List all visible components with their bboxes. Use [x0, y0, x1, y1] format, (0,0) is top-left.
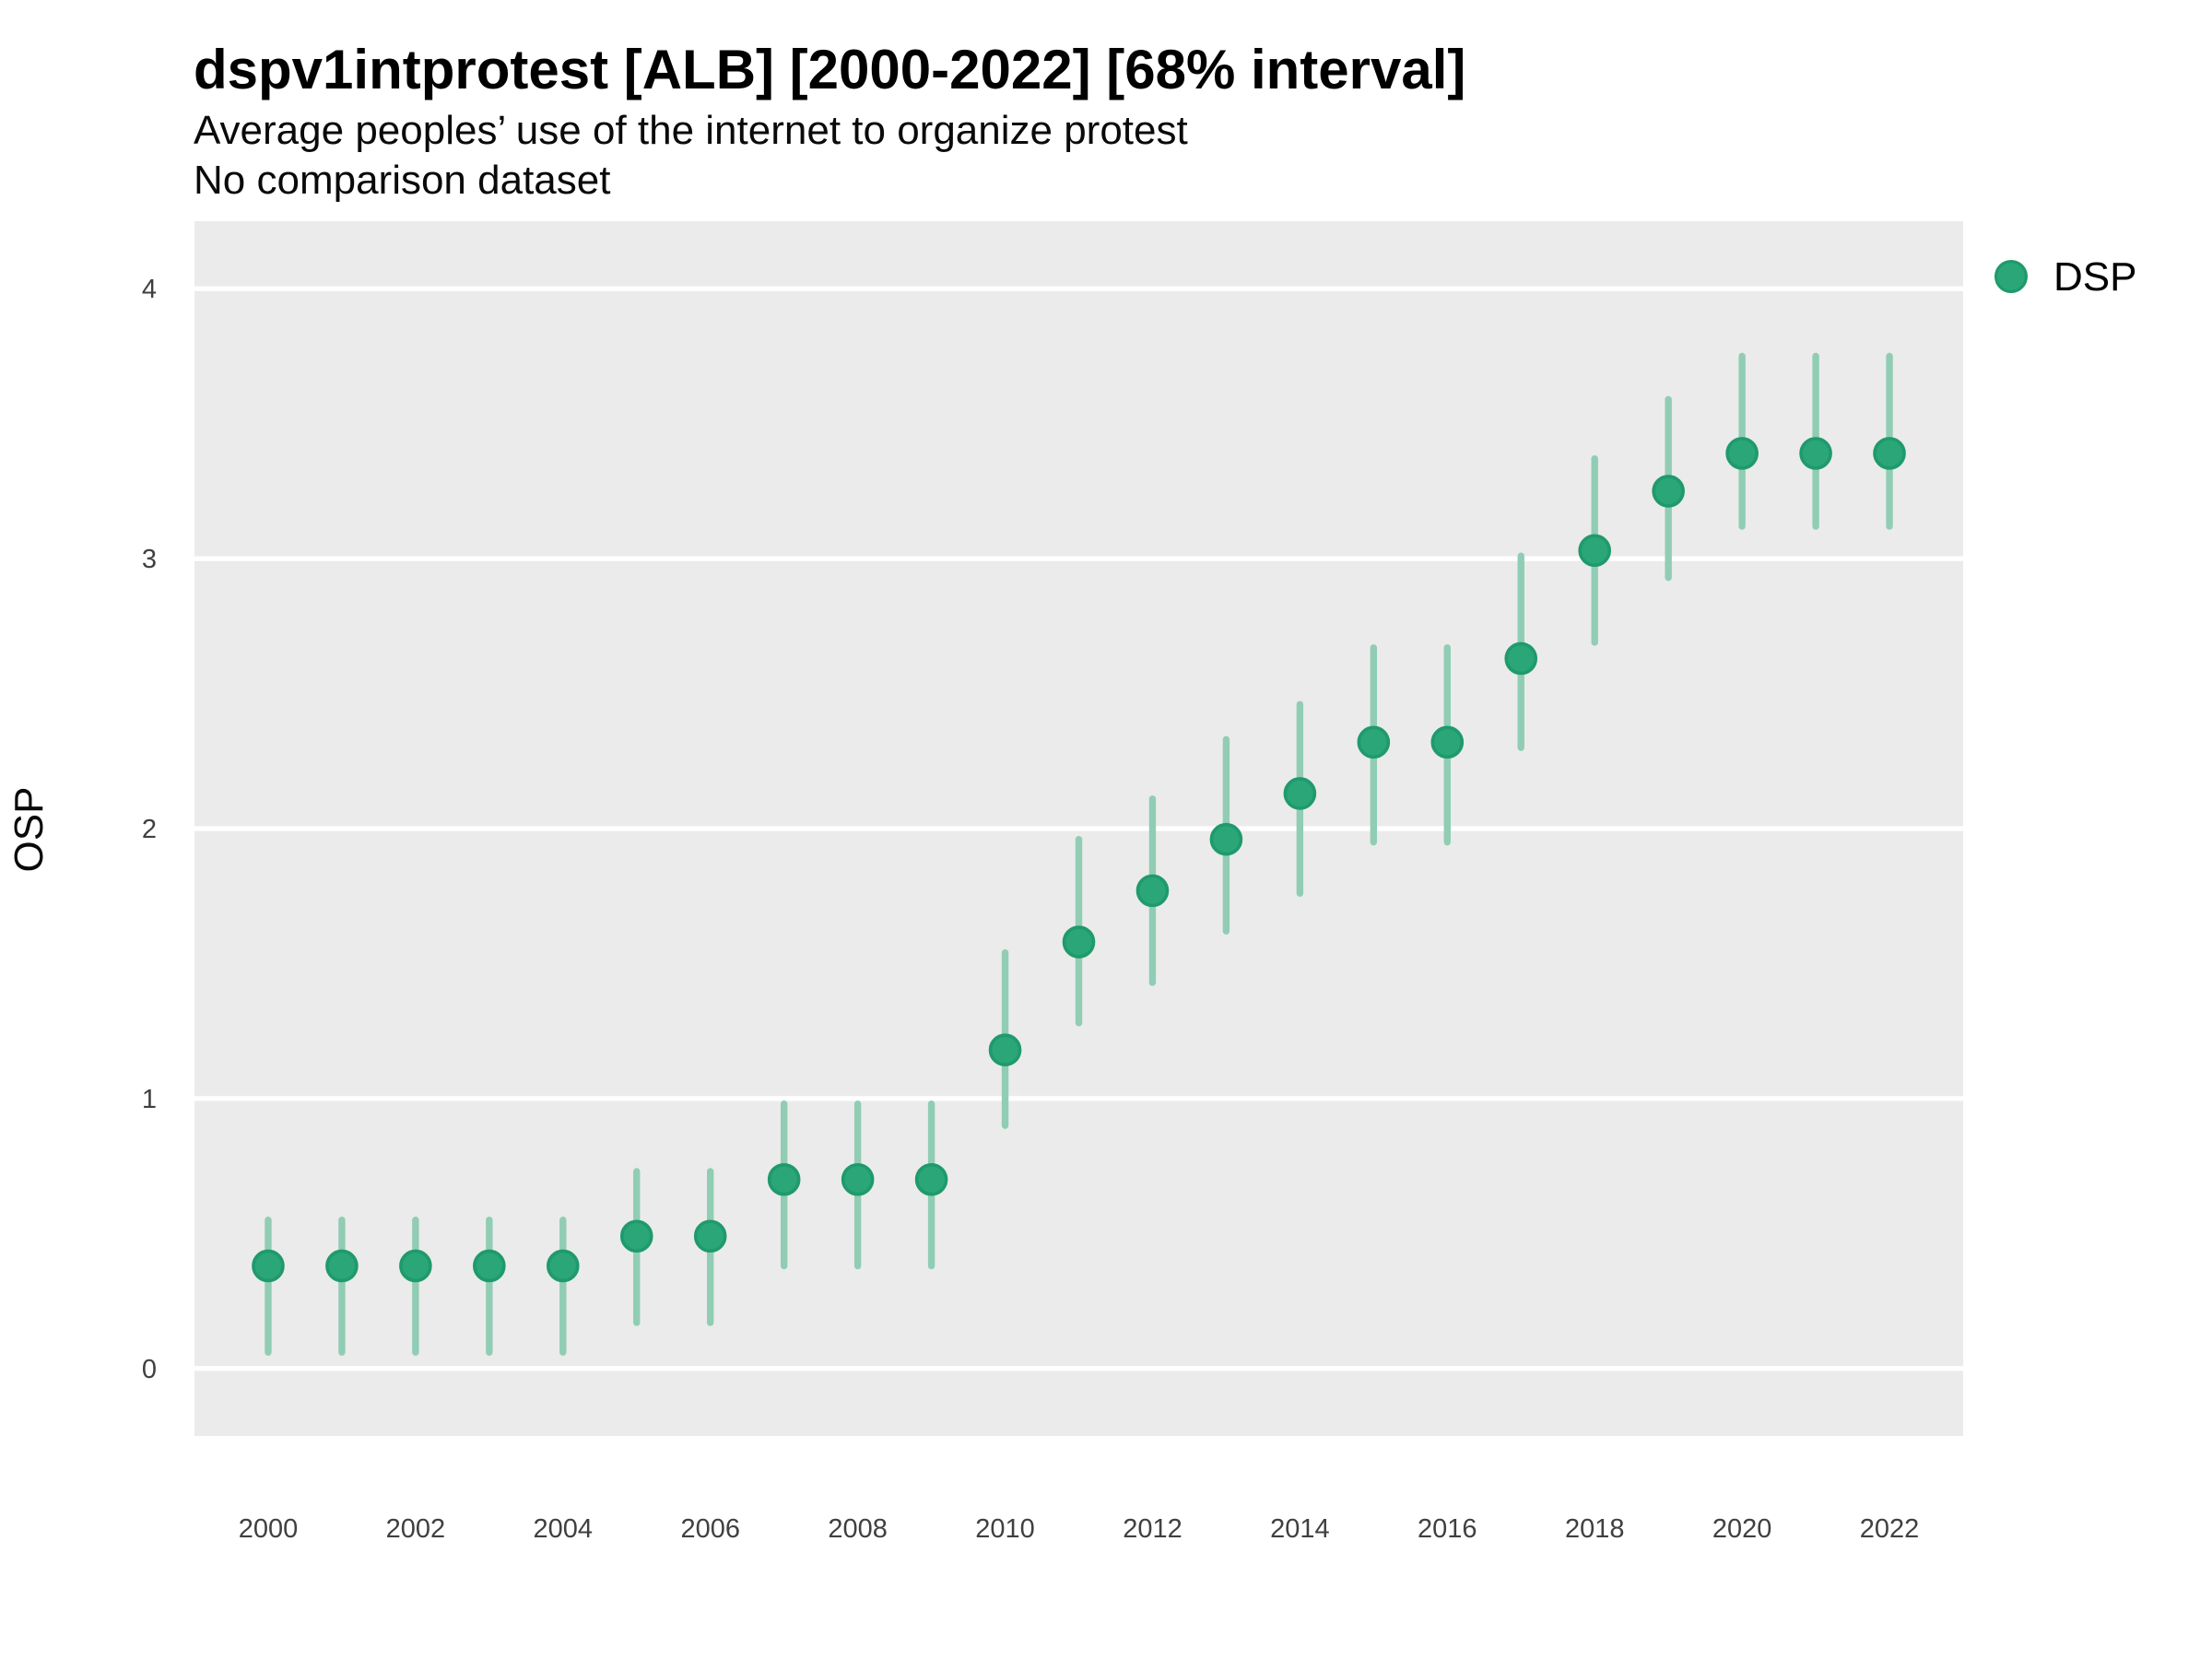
legend: DSP — [1994, 254, 2136, 300]
data-point-2004 — [546, 1249, 580, 1283]
x-tick-label-2004: 2004 — [534, 1514, 594, 1544]
data-point-2018 — [1578, 534, 1612, 568]
data-series — [252, 352, 1906, 1356]
data-point-2016 — [1430, 725, 1465, 759]
chart-title: dspv1intprotest [ALB] [2000-2022] [68% i… — [194, 39, 1465, 100]
data-point-2014 — [1283, 777, 1317, 810]
data-point-2002 — [399, 1249, 432, 1283]
x-tick-label-2012: 2012 — [1123, 1514, 1182, 1544]
x-tick-label-2002: 2002 — [386, 1514, 446, 1544]
chart-subtitle: Average peoples’ use of the internet to … — [194, 108, 1188, 153]
y-axis-title: OSP — [6, 787, 52, 873]
gridlines — [194, 286, 1963, 1371]
data-point-2007 — [767, 1162, 801, 1196]
data-point-2019 — [1652, 475, 1685, 508]
legend-marker-circle-icon — [1994, 260, 2029, 294]
x-tick-label-2006: 2006 — [680, 1514, 740, 1544]
x-tick-label-2018: 2018 — [1565, 1514, 1625, 1544]
y-tick-label-2: 2 — [142, 815, 157, 844]
data-point-2010 — [988, 1033, 1022, 1066]
y-tick-label-3: 3 — [142, 545, 157, 574]
x-tick-label-2022: 2022 — [1860, 1514, 1920, 1544]
data-point-2006 — [693, 1219, 727, 1253]
x-axis-tick-labels: 2000 2002 2004 2006 2008 2010 2012 2014 2016 2018… — [239, 1514, 1920, 1544]
data-point-2011 — [1062, 925, 1096, 959]
legend-entry-label: DSP — [2053, 254, 2136, 300]
data-point-2009 — [914, 1162, 948, 1196]
data-point-2012 — [1135, 874, 1170, 908]
x-tick-label-2014: 2014 — [1270, 1514, 1330, 1544]
y-tick-label-0: 0 — [142, 1355, 157, 1384]
y-tick-label-4: 4 — [142, 275, 157, 304]
data-point-2000 — [252, 1249, 285, 1283]
data-point-2021 — [1799, 437, 1832, 470]
data-point-2017 — [1504, 641, 1538, 676]
data-point-2022 — [1873, 437, 1906, 470]
x-tick-label-2000: 2000 — [239, 1514, 299, 1544]
data-point-2001 — [325, 1249, 359, 1283]
x-tick-label-2008: 2008 — [828, 1514, 888, 1544]
chart-subtitle-note: No comparison dataset — [194, 158, 610, 203]
data-point-2020 — [1725, 437, 1759, 470]
data-point-2005 — [619, 1219, 653, 1253]
data-point-2013 — [1209, 822, 1243, 856]
x-tick-label-2010: 2010 — [975, 1514, 1035, 1544]
y-tick-label-1: 1 — [142, 1085, 157, 1114]
x-tick-label-2016: 2016 — [1418, 1514, 1477, 1544]
data-point-2003 — [473, 1249, 506, 1283]
y-axis-tick-labels: 0 1 2 3 4 — [142, 275, 157, 1384]
x-tick-label-2020: 2020 — [1712, 1514, 1772, 1544]
data-point-2008 — [841, 1162, 875, 1196]
data-point-2015 — [1357, 725, 1391, 759]
